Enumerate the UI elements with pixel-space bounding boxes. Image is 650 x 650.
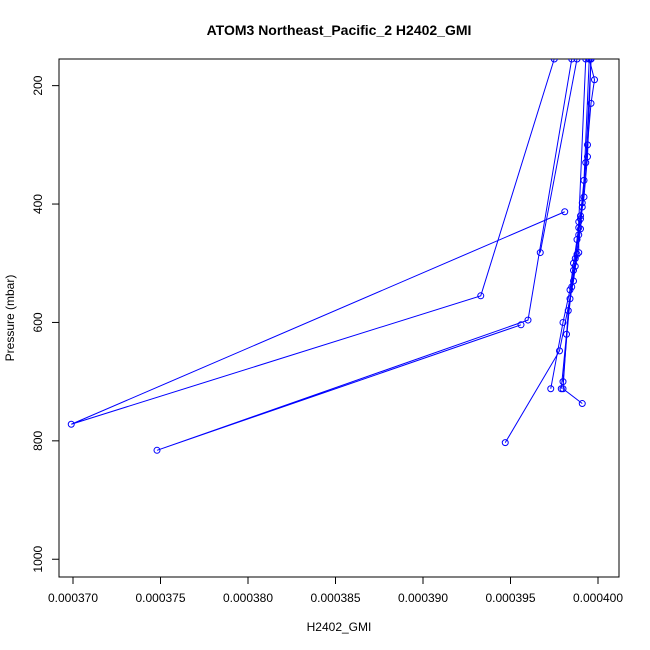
- data-point: [566, 295, 574, 303]
- y-axis-label: Pressure (mbar): [3, 275, 17, 362]
- y-axis: 200 400 600 800 1000: [31, 75, 60, 573]
- data-point: [67, 420, 75, 428]
- profile-series: [153, 59, 576, 454]
- profile-series: [559, 59, 590, 386]
- data-point: [559, 378, 567, 386]
- data-point: [550, 59, 558, 63]
- data-point: [536, 249, 544, 257]
- y-tick-label: 600: [31, 312, 45, 332]
- x-tick-label: 0.000380: [223, 591, 273, 605]
- profile-series: [67, 59, 569, 428]
- x-tick-label: 0.000390: [398, 591, 448, 605]
- y-tick-label: 800: [31, 431, 45, 451]
- x-tick-label: 0.000400: [573, 591, 623, 605]
- data-point: [582, 159, 590, 167]
- data-point: [571, 262, 579, 270]
- series-layer: [67, 59, 598, 454]
- x-tick-label: 0.000375: [135, 591, 185, 605]
- x-axis: 0.000370 0.000375 0.000380 0.000385 0.000390…: [48, 576, 623, 605]
- x-tick-label: 0.000385: [310, 591, 360, 605]
- x-axis-label: H2402_GMI: [307, 620, 372, 634]
- x-tick-label: 0.000370: [48, 591, 98, 605]
- data-point: [582, 59, 590, 63]
- y-tick-label: 1000: [31, 546, 45, 573]
- series-line: [156, 59, 573, 451]
- data-point: [568, 59, 576, 63]
- data-point: [556, 347, 563, 355]
- profile-series: [536, 59, 581, 257]
- data-point: [517, 321, 525, 329]
- data-point: [578, 400, 586, 408]
- data-point: [547, 385, 555, 393]
- data-point: [153, 446, 161, 454]
- data-point: [524, 316, 532, 324]
- data-point: [570, 266, 577, 274]
- series-line: [504, 59, 596, 443]
- data-point: [573, 59, 581, 63]
- data-point: [477, 292, 485, 300]
- x-tick-label: 0.000395: [485, 591, 535, 605]
- series-line: [71, 59, 565, 425]
- data-point: [587, 99, 595, 107]
- data-point: [559, 318, 567, 326]
- series-line: [562, 59, 587, 382]
- data-point: [561, 208, 569, 216]
- y-tick-label: 400: [31, 194, 45, 214]
- data-point: [591, 76, 598, 84]
- data-point: [575, 249, 583, 257]
- series-line: [539, 59, 578, 253]
- data-point: [587, 59, 595, 63]
- data-point: [501, 439, 509, 447]
- chart-title: ATOM3 Northeast_Pacific_2 H2402_GMI: [207, 22, 472, 38]
- data-point: [559, 385, 567, 393]
- data-point: [575, 218, 583, 226]
- y-tick-label: 200: [31, 75, 45, 95]
